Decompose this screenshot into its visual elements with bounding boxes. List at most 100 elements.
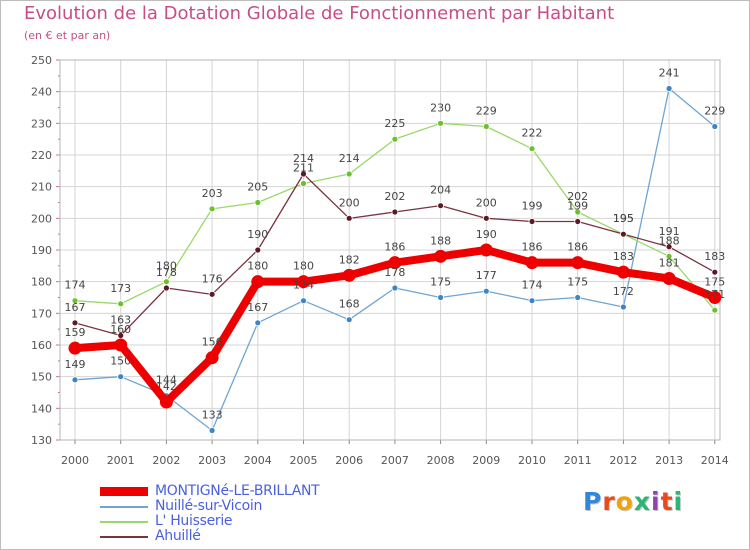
data-point xyxy=(528,145,536,153)
data-point xyxy=(345,214,353,222)
data-point xyxy=(482,214,490,222)
data-point xyxy=(208,205,216,213)
x-tick-label: 2011 xyxy=(564,454,592,467)
data-point xyxy=(665,252,673,260)
data-point xyxy=(251,275,265,289)
data-point xyxy=(434,249,448,263)
data-point xyxy=(254,319,262,327)
data-point xyxy=(391,284,399,292)
data-label: 186 xyxy=(567,241,588,254)
x-tick-label: 2000 xyxy=(61,454,89,467)
data-label: 180 xyxy=(156,260,177,273)
data-label: 241 xyxy=(659,67,680,80)
y-tick-label: 240 xyxy=(31,86,52,99)
y-tick-label: 180 xyxy=(31,276,52,289)
legend-label-nuille: Nuillé-sur-Vicoin xyxy=(155,498,263,514)
data-point xyxy=(437,294,445,301)
data-point xyxy=(711,123,719,130)
data-label: 167 xyxy=(65,301,86,314)
data-point xyxy=(208,290,216,298)
chart-title: Evolution de la Dotation Globale de Fonc… xyxy=(24,3,615,24)
data-label: 190 xyxy=(247,228,268,241)
data-label: 202 xyxy=(384,190,405,203)
y-tick-label: 140 xyxy=(31,402,52,415)
data-point xyxy=(254,246,262,254)
data-point xyxy=(711,268,719,276)
data-label: 214 xyxy=(339,152,360,165)
data-label: 230 xyxy=(430,101,451,114)
data-point xyxy=(616,265,630,279)
data-point xyxy=(711,306,719,314)
data-label: 211 xyxy=(293,162,314,175)
data-point xyxy=(205,351,219,365)
legend-item-ahuille: Ahuillé xyxy=(100,528,400,544)
data-label: 188 xyxy=(430,234,451,247)
data-label: 178 xyxy=(384,266,405,279)
data-point xyxy=(71,297,79,305)
data-label: 199 xyxy=(567,200,588,213)
data-label: 183 xyxy=(613,250,634,263)
y-tick-label: 230 xyxy=(31,117,52,130)
x-tick-label: 2006 xyxy=(335,454,363,467)
data-point xyxy=(482,123,490,130)
data-point xyxy=(117,300,125,308)
data-label: 160 xyxy=(110,323,131,336)
x-tick-label: 2002 xyxy=(152,454,180,467)
data-label: 156 xyxy=(202,336,223,349)
data-label: 199 xyxy=(522,200,543,213)
data-point xyxy=(159,395,173,409)
data-label: 182 xyxy=(339,253,360,266)
data-label: 174 xyxy=(293,279,314,292)
data-point xyxy=(620,303,627,311)
data-label: 204 xyxy=(430,184,451,197)
legend-swatch-nuille xyxy=(100,506,148,508)
legend: MONTIGNé-LE-BRILLANT Nuillé-sur-Vicoin L… xyxy=(100,483,400,544)
data-label: 195 xyxy=(613,212,634,225)
data-point xyxy=(620,230,627,238)
x-tick-label: 2014 xyxy=(701,454,729,467)
x-tick-label: 2001 xyxy=(107,454,135,467)
data-point xyxy=(71,376,79,384)
y-tick-label: 220 xyxy=(31,149,52,162)
data-label: 202 xyxy=(567,190,588,203)
data-point xyxy=(162,278,170,286)
legend-swatch-montigne xyxy=(100,487,148,496)
data-label: 186 xyxy=(522,241,543,254)
data-point xyxy=(114,338,128,352)
data-label: 190 xyxy=(476,228,497,241)
data-point xyxy=(297,275,310,289)
legend-swatch-huisserie xyxy=(100,521,148,523)
data-point xyxy=(345,170,353,178)
legend-item-nuille: Nuillé-sur-Vicoin xyxy=(100,498,400,514)
data-point xyxy=(571,256,585,270)
data-label: 180 xyxy=(293,260,314,273)
data-point xyxy=(574,208,582,216)
data-point xyxy=(528,297,536,305)
data-label: 203 xyxy=(202,187,223,200)
y-tick-label: 210 xyxy=(31,181,52,194)
data-label: 186 xyxy=(384,241,405,254)
data-label: 200 xyxy=(476,196,497,209)
data-label: 181 xyxy=(659,257,680,270)
y-tick-label: 170 xyxy=(31,307,52,320)
data-label: 229 xyxy=(704,105,725,118)
data-point xyxy=(437,119,445,127)
data-point xyxy=(300,170,307,178)
legend-swatch-ahuille xyxy=(100,536,148,538)
data-point xyxy=(208,427,216,434)
x-tick-label: 2010 xyxy=(518,454,546,467)
data-label: 173 xyxy=(110,282,131,295)
y-tick-label: 150 xyxy=(31,371,52,384)
data-point xyxy=(665,243,673,251)
y-tick-label: 130 xyxy=(31,434,52,447)
legend-label-huisserie: L' Huisserie xyxy=(155,513,233,529)
data-point xyxy=(68,341,82,355)
data-label: 225 xyxy=(384,117,405,130)
data-point xyxy=(437,202,445,210)
x-tick-label: 2008 xyxy=(427,454,455,467)
data-label: 180 xyxy=(247,260,268,273)
data-label: 168 xyxy=(339,298,360,311)
data-point xyxy=(708,291,722,304)
data-label: 222 xyxy=(522,127,543,140)
